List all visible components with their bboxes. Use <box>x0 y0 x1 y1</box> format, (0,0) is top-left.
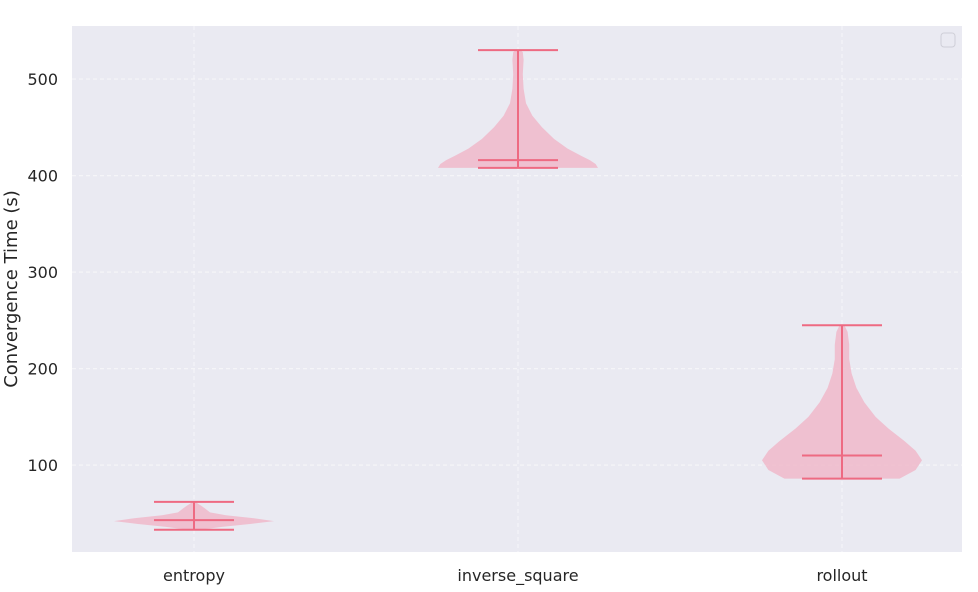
tick-labels: 100 200 300 400 500 entropy inverse_square roll… <box>27 70 867 586</box>
violins <box>114 49 922 531</box>
y-tick-label: 500 <box>27 70 58 89</box>
y-tick-label: 200 <box>27 360 58 379</box>
y-tick-label: 100 <box>27 456 58 475</box>
x-tick-label: rollout <box>816 566 867 585</box>
x-tick-label: entropy <box>163 566 225 585</box>
y-tick-label: 400 <box>27 167 58 186</box>
y-tick-label: 300 <box>27 263 58 282</box>
legend-box <box>940 32 956 48</box>
y-axis-label: Convergence Time (s) <box>1 190 22 388</box>
x-tick-label: inverse_square <box>457 566 578 586</box>
